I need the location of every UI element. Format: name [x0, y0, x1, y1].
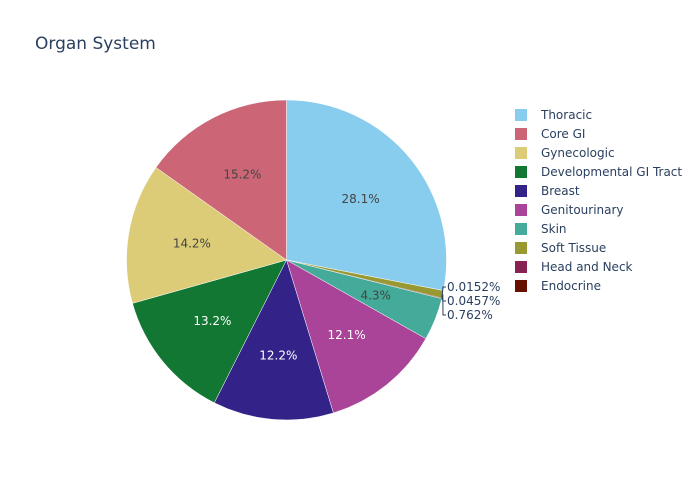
- legend-swatch: [515, 185, 527, 197]
- legend-label: Genitourinary: [541, 203, 624, 217]
- legend-item-thoracic[interactable]: Thoracic: [515, 108, 592, 122]
- legend-item-breast[interactable]: Breast: [515, 184, 580, 198]
- legend-label: Breast: [541, 184, 580, 198]
- slice-label-endocrine: 0.0152%: [447, 280, 500, 294]
- legend-label: Skin: [541, 222, 567, 236]
- slice-label-developmental-gi-tract: 13.2%: [193, 314, 231, 328]
- legend-item-head-and-neck[interactable]: Head and Neck: [515, 260, 633, 274]
- legend-swatch: [515, 204, 527, 216]
- slice-label-core-gi: 15.2%: [223, 168, 261, 182]
- legend-swatch: [515, 280, 527, 292]
- legend-swatch: [515, 128, 527, 140]
- legend-swatch: [515, 109, 527, 121]
- chart-title: Organ System: [35, 34, 156, 54]
- slice-label-genitourinary: 12.1%: [328, 328, 366, 342]
- slice-label-thoracic: 28.1%: [342, 192, 380, 206]
- legend-swatch: [515, 166, 527, 178]
- legend-label: Head and Neck: [541, 260, 633, 274]
- legend-swatch: [515, 147, 527, 159]
- legend-item-gynecologic[interactable]: Gynecologic: [515, 146, 615, 160]
- legend-swatch: [515, 242, 527, 254]
- outside-labels: 0.0152%0.0457%0.762%: [441, 280, 500, 322]
- slice-label-gynecologic: 14.2%: [173, 237, 211, 251]
- legend-item-soft-tissue[interactable]: Soft Tissue: [515, 241, 606, 255]
- slice-labels: 28.1% 4.3% 12.1% 12.2% 13.2% 14.2% 15.2%: [173, 168, 391, 363]
- legend-item-skin[interactable]: Skin: [515, 222, 567, 236]
- pie-slices: [126, 99, 447, 421]
- slice-label-head-and-neck: 0.0457%: [447, 294, 500, 308]
- legend-label: Developmental GI Tract: [541, 165, 682, 179]
- legend-item-genitourinary[interactable]: Genitourinary: [515, 203, 624, 217]
- slice-label-soft-tissue: 0.762%: [447, 308, 493, 322]
- legend-item-developmental-gi-tract[interactable]: Developmental GI Tract: [515, 165, 682, 179]
- pie-slice-genitourinary[interactable]: [286, 259, 427, 414]
- legend-label: Endocrine: [541, 279, 601, 293]
- legend-item-core-gi[interactable]: Core GI: [515, 127, 585, 141]
- leader-line-endocrine: [441, 286, 446, 299]
- legend-label: Thoracic: [540, 108, 592, 122]
- slice-label-skin: 4.3%: [360, 289, 391, 303]
- legend-swatch: [515, 261, 527, 273]
- legend-label: Core GI: [541, 127, 585, 141]
- pie-slice-breast[interactable]: [213, 259, 334, 421]
- pie-slice-thoracic[interactable]: [286, 99, 447, 291]
- pie-slice-gynecologic[interactable]: [126, 167, 288, 304]
- legend-label: Soft Tissue: [541, 241, 606, 255]
- pie-slice-developmental-gi-tract[interactable]: [132, 259, 287, 404]
- slice-label-breast: 12.2%: [259, 349, 297, 363]
- leader-line-soft-tissue: [442, 294, 446, 316]
- legend: Thoracic Core GI Gynecologic Developmental …: [515, 108, 682, 293]
- legend-label: Gynecologic: [541, 146, 615, 160]
- pie-slice-core-gi[interactable]: [155, 99, 287, 261]
- legend-item-endocrine[interactable]: Endocrine: [515, 279, 601, 293]
- legend-swatch: [515, 223, 527, 235]
